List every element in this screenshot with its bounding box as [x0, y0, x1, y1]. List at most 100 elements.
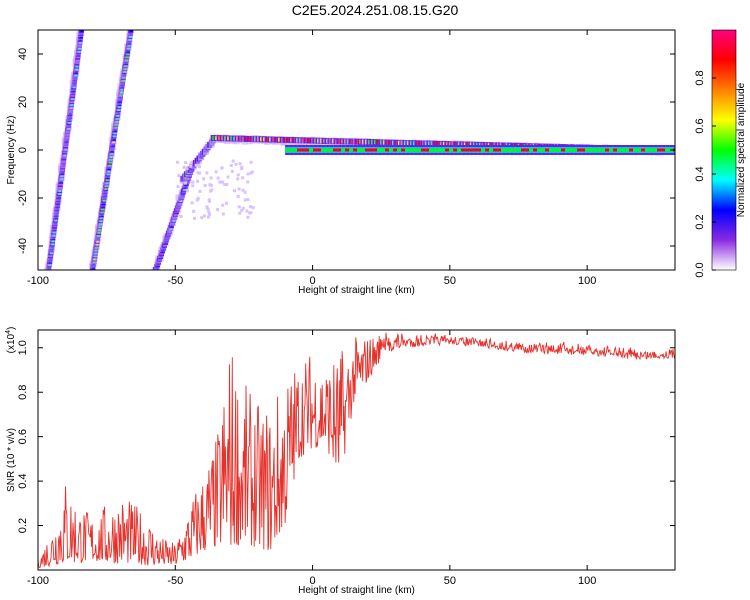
- heatmap-noise: [231, 159, 235, 163]
- heatmap-band-core: [501, 148, 506, 152]
- heatmap-noise: [185, 167, 189, 171]
- heatmap-band-core: [649, 148, 654, 152]
- heatmap-band-core: [413, 148, 418, 152]
- heatmap-band-core: [317, 148, 322, 152]
- heatmap-band-core: [449, 148, 454, 152]
- heatmap-band-core: [305, 148, 310, 152]
- x-tick-label: 50: [444, 275, 456, 287]
- heatmap-noise: [194, 163, 198, 167]
- heatmap-noise: [237, 187, 241, 191]
- heatmap-band-core: [577, 148, 582, 152]
- heatmap-band-core: [613, 148, 618, 152]
- heatmap-band-core: [325, 148, 330, 152]
- heatmap-band-core: [617, 148, 622, 152]
- heatmap-band-core: [565, 148, 570, 152]
- heatmap-noise: [190, 201, 194, 205]
- heatmap-band-core: [585, 148, 590, 152]
- heatmap-band-core: [377, 148, 382, 152]
- heatmap-band-core: [541, 148, 546, 152]
- heatmap-band-core: [569, 148, 574, 152]
- heatmap-band-core: [549, 148, 554, 152]
- heatmap-band-core: [445, 148, 450, 152]
- heatmap-band-core: [349, 148, 354, 152]
- heatmap-noise: [183, 181, 187, 185]
- snr-frame: [37, 329, 676, 571]
- heatmap-noise: [192, 216, 196, 220]
- heatmap-band-core: [505, 148, 510, 152]
- heatmap-noise: [236, 195, 240, 199]
- heatmap-noise: [237, 205, 241, 209]
- heatmap-band-core: [425, 148, 430, 152]
- heatmap-band-core: [609, 148, 614, 152]
- heatmap-band-core: [289, 148, 294, 152]
- heatmap-noise: [209, 184, 213, 188]
- heatmap-band-core: [573, 148, 578, 152]
- x-tick-label: -100: [27, 275, 49, 287]
- heatmap-band-core: [369, 148, 374, 152]
- heatmap-band-core: [301, 148, 306, 152]
- heatmap-noise: [198, 189, 202, 193]
- y-tick-label: 1.0: [17, 340, 29, 355]
- heatmap-band-core: [521, 148, 526, 152]
- heatmap-band-core: [365, 148, 370, 152]
- heatmap-band-core: [509, 148, 514, 152]
- heatmap-noise: [249, 160, 253, 164]
- x-tick-label: 0: [310, 275, 316, 287]
- heatmap-noise: [246, 180, 250, 184]
- heatmap-band-core: [313, 148, 318, 152]
- heatmap-band-core: [517, 148, 522, 152]
- heatmap-noise: [240, 167, 244, 171]
- heatmap-noise: [205, 205, 209, 209]
- heatmap-band-core: [653, 148, 658, 152]
- heatmap-band-core: [373, 148, 378, 152]
- heatmap-noise: [191, 180, 195, 184]
- heatmap-band-core: [457, 148, 462, 152]
- heatmap-band-core: [641, 148, 646, 152]
- heatmap-noise: [246, 172, 250, 176]
- y-tick-label: 0: [17, 147, 29, 153]
- colorbar-tick-label: 0.0: [694, 262, 706, 277]
- heatmap-noise: [240, 208, 244, 212]
- heatmap-band-core: [389, 148, 394, 152]
- heatmap-noise: [248, 211, 252, 215]
- heatmap-band-core: [393, 148, 398, 152]
- heatmap-band-core: [465, 148, 470, 152]
- y-tick-label: -20: [17, 190, 29, 206]
- heatmap-noise: [233, 189, 237, 193]
- heatmap-band-core: [553, 148, 558, 152]
- heatmap-noise: [241, 206, 245, 210]
- heatmap-band-core: [437, 148, 442, 152]
- heatmap-band-core: [497, 148, 502, 152]
- heatmap-noise: [197, 165, 201, 169]
- heatmap-noise: [249, 205, 253, 209]
- heatmap-noise: [220, 180, 224, 184]
- heatmap-noise: [196, 197, 200, 201]
- y-tick-label: 20: [17, 96, 29, 108]
- heatmap-band-core: [601, 148, 606, 152]
- heatmap-band-core: [345, 148, 350, 152]
- heatmap-noise: [218, 180, 222, 184]
- x-axis-label: Height of straight line (km): [298, 585, 415, 596]
- heatmap-band-core: [381, 148, 386, 152]
- heatmap-noise: [206, 215, 210, 219]
- heatmap-band-core: [633, 148, 638, 152]
- heatmap-noise: [246, 215, 250, 219]
- heatmap-noise: [200, 216, 204, 220]
- heatmap-band-core: [337, 148, 342, 152]
- heatmap-noise: [216, 208, 220, 212]
- heatmap-band-core: [477, 148, 482, 152]
- heatmap-band-core: [433, 148, 438, 152]
- heatmap-noise: [246, 198, 250, 202]
- snr-series-line: [38, 332, 675, 569]
- heatmap-noise: [221, 203, 225, 207]
- y-tick-label: 40: [17, 48, 29, 60]
- heatmap-noise: [236, 177, 240, 181]
- heatmap-band-core: [341, 148, 346, 152]
- heatmap-cell-core: [129, 30, 133, 32]
- heatmap-band-core: [493, 148, 498, 152]
- heatmap-band-core: [469, 148, 474, 152]
- heatmap-noise: [241, 188, 245, 192]
- heatmap-band-core: [409, 148, 414, 152]
- heatmap-band-core: [629, 148, 634, 152]
- heatmap-band-core: [441, 148, 446, 152]
